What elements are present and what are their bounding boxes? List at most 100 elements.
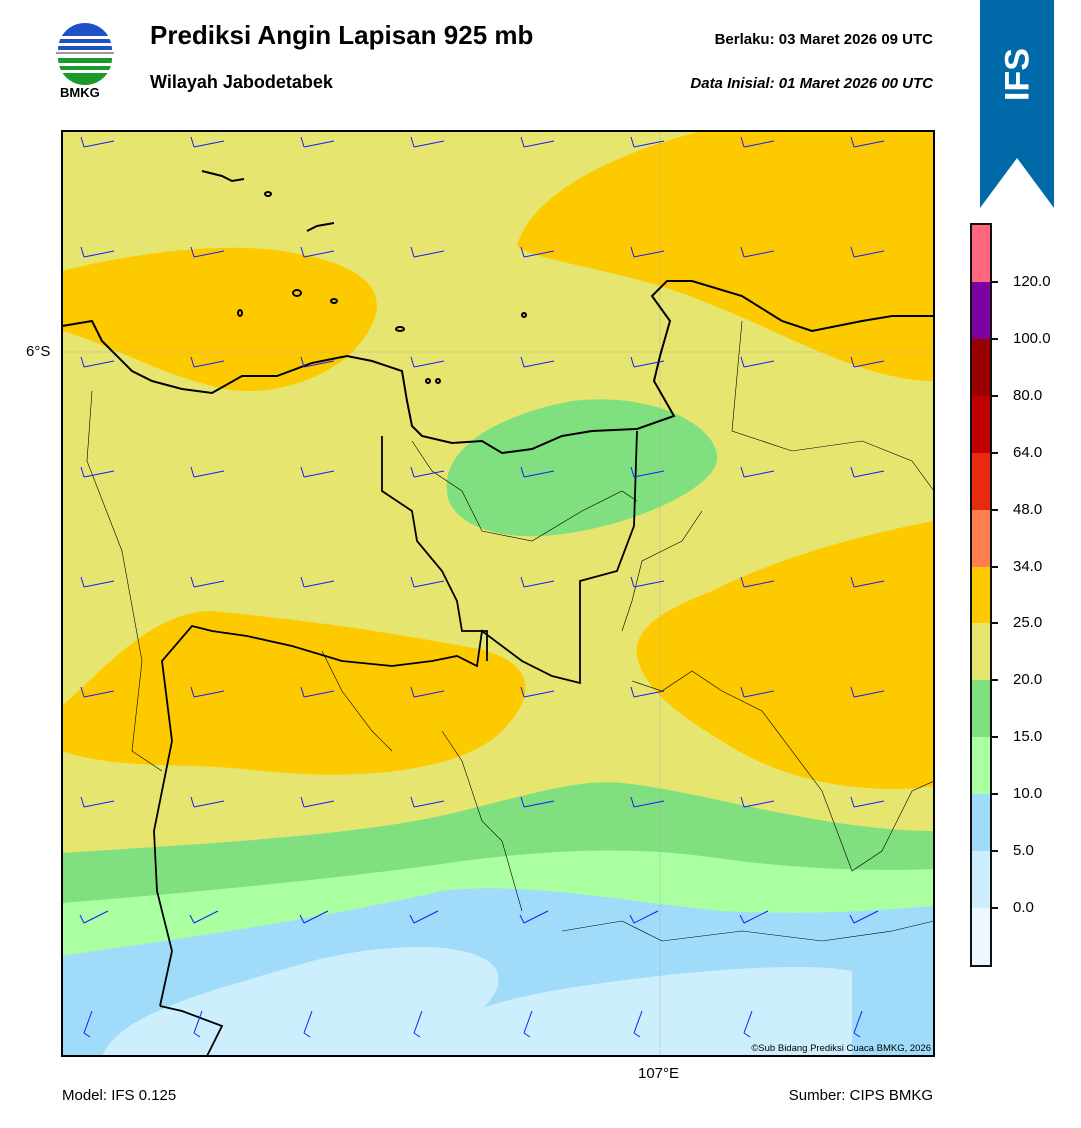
wind-barb xyxy=(740,246,775,258)
colorbar-tick-label: 25.0 xyxy=(1013,614,1043,632)
wind-barb xyxy=(193,1010,203,1038)
wind-barb xyxy=(520,246,555,258)
wind-barb xyxy=(300,686,335,698)
colorbar-segment xyxy=(972,794,990,852)
colorbar-tick-label: 100.0 xyxy=(1013,329,1051,347)
wind-barb xyxy=(190,466,225,478)
model-badge xyxy=(980,0,1054,208)
wind-barb xyxy=(83,1010,93,1038)
wind-barb xyxy=(410,136,445,148)
wind-barb xyxy=(520,136,555,148)
colorbar-tick xyxy=(990,793,998,796)
colorbar-segment xyxy=(972,509,990,567)
wind-barb xyxy=(630,246,665,258)
wind-barb xyxy=(300,576,335,588)
wind-barb xyxy=(410,576,445,588)
wind-barb xyxy=(80,246,115,258)
wind-barb xyxy=(189,910,219,924)
wind-barb xyxy=(633,1010,643,1038)
logo-text: BMKG xyxy=(60,85,100,100)
wind-barb xyxy=(850,686,885,698)
wind-barb xyxy=(300,466,335,478)
wind-barb xyxy=(410,796,445,808)
colorbar-segment xyxy=(972,225,990,282)
wind-barb xyxy=(519,910,549,924)
wind-barb xyxy=(520,796,555,808)
colorbar-segment xyxy=(972,566,990,624)
wind-barb xyxy=(303,1010,313,1038)
colorbar-tick-label: 80.0 xyxy=(1013,386,1043,404)
wind-barb xyxy=(740,796,775,808)
colorbar-segment xyxy=(972,737,990,795)
colorbar xyxy=(970,223,992,967)
wind-barb xyxy=(409,910,439,924)
wind-barb xyxy=(740,466,775,478)
province-border xyxy=(153,430,638,1007)
wind-barb xyxy=(79,910,109,924)
model-badge-text: IFS xyxy=(998,48,1037,102)
wind-barb xyxy=(630,576,665,588)
speed-zone-0-5 xyxy=(102,947,499,1056)
source-label: Sumber: CIPS BMKG xyxy=(788,1087,933,1104)
colorbar-tick xyxy=(990,850,998,853)
page-title: Prediksi Angin Lapisan 925 mb xyxy=(150,20,534,50)
wind-barb xyxy=(410,686,445,698)
speed-zone-25-34 xyxy=(517,131,934,381)
colorbar-tick-label: 10.0 xyxy=(1013,785,1043,803)
colorbar-segment xyxy=(972,452,990,510)
colorbar-segment xyxy=(972,908,990,965)
speed-zone-25-34 xyxy=(636,521,934,789)
wind-barb xyxy=(740,136,775,148)
wind-barb xyxy=(190,246,225,258)
wind-barb xyxy=(850,796,885,808)
wind-barb xyxy=(630,356,665,368)
district-border xyxy=(86,320,934,942)
colorbar-tick-label: 15.0 xyxy=(1013,728,1043,746)
bmkg-logo xyxy=(56,23,114,85)
wind-barb xyxy=(630,466,665,478)
speed-zone-25-34 xyxy=(62,611,526,775)
colorbar-tick-label: 64.0 xyxy=(1013,443,1043,461)
colorbar-tick-label: 0.0 xyxy=(1013,899,1034,917)
speed-zone-25-34 xyxy=(62,247,377,391)
wind-barb xyxy=(850,136,885,148)
colorbar-tick xyxy=(990,394,998,397)
colorbar-segment xyxy=(972,281,990,339)
wind-map xyxy=(62,131,934,1056)
wind-barb xyxy=(850,576,885,588)
colorbar-tick-label: 48.0 xyxy=(1013,500,1043,518)
colorbar-tick xyxy=(990,508,998,511)
wind-barb xyxy=(190,796,225,808)
wind-barb xyxy=(520,356,555,368)
wind-barb xyxy=(630,796,665,808)
colorbar-tick xyxy=(990,736,998,739)
copyright: ©Sub Bidang Prediksi Cuaca BMKG, 2026 xyxy=(751,1043,931,1054)
wind-barb xyxy=(629,910,659,924)
colorbar-tick xyxy=(990,679,998,682)
wind-barb xyxy=(850,466,885,478)
lon-label: 107°E xyxy=(638,1065,680,1082)
colorbar-tick xyxy=(990,337,998,340)
wind-barb xyxy=(80,356,115,368)
colorbar-tick xyxy=(990,451,998,454)
model-label: Model: IFS 0.125 xyxy=(62,1087,177,1104)
colorbar-tick-label: 120.0 xyxy=(1013,272,1051,290)
wind-barb xyxy=(520,576,555,588)
wind-barb xyxy=(630,686,665,698)
wind-barb xyxy=(410,246,445,258)
colorbar-segment xyxy=(972,338,990,396)
wind-barb xyxy=(740,576,775,588)
wind-barb xyxy=(853,1010,863,1038)
colorbar-segment xyxy=(972,623,990,681)
wind-barb xyxy=(850,246,885,258)
wind-barbs xyxy=(79,136,885,1038)
wind-barb xyxy=(630,136,665,148)
speed-zone-15-20 xyxy=(446,399,718,537)
wind-barb xyxy=(520,466,555,478)
wind-barb xyxy=(190,686,225,698)
wind-barb xyxy=(300,246,335,258)
wind-barb xyxy=(80,576,115,588)
wind-barb xyxy=(80,466,115,478)
wind-barb xyxy=(520,686,555,698)
colorbar-tick xyxy=(990,622,998,625)
